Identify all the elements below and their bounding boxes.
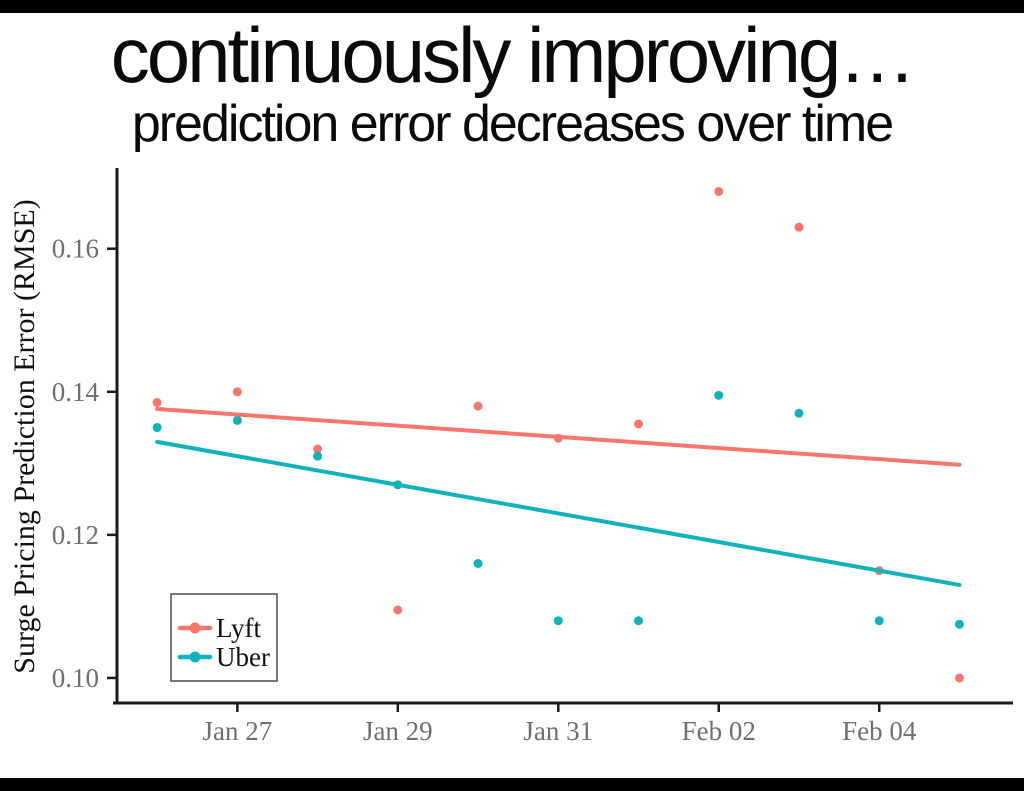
uber-data-point	[473, 558, 483, 568]
lyft-data-point	[714, 186, 724, 196]
lyft-data-point	[232, 387, 242, 397]
top-black-bar	[0, 0, 1024, 13]
lyft-trend-line	[155, 406, 962, 467]
uber-trend-line	[155, 439, 962, 587]
lyft-data-point	[393, 605, 403, 615]
x-tick-label: Jan 27	[202, 716, 272, 746]
uber-data-point	[553, 616, 563, 626]
legend-key-dot	[189, 651, 201, 663]
legend-box	[170, 593, 278, 682]
slide-title: continuously improving…	[110, 11, 916, 99]
y-tick-label: 0.12	[52, 520, 99, 550]
uber-data-point	[954, 619, 964, 629]
lyft-data-point	[152, 398, 162, 408]
y-tick-label: 0.10	[52, 663, 99, 693]
x-tick-label: Jan 29	[363, 716, 433, 746]
x-tick-label: Jan 31	[523, 716, 593, 746]
bottom-black-bar	[0, 778, 1024, 791]
legend-label: Uber	[216, 642, 270, 672]
slide-subtitle: prediction error decreases over time	[131, 95, 894, 153]
uber-data-point	[232, 415, 242, 425]
lyft-data-point	[313, 444, 323, 454]
lyft-data-point	[794, 222, 804, 232]
uber-data-point	[874, 616, 884, 626]
lyft-data-point	[954, 673, 964, 683]
lyft-data-point	[473, 401, 483, 411]
uber-data-point	[152, 423, 162, 433]
x-tick-label: Feb 04	[842, 716, 917, 746]
uber-data-point	[794, 408, 804, 418]
y-tick-label: 0.16	[52, 234, 99, 264]
x-tick-label: Feb 02	[682, 716, 756, 746]
y-tick-label: 0.14	[52, 377, 100, 407]
uber-data-point	[634, 616, 644, 626]
lyft-data-point	[634, 419, 644, 429]
uber-data-point	[714, 390, 724, 400]
legend-label: Lyft	[216, 613, 261, 643]
legend-key-dot	[189, 622, 201, 634]
y-axis-title: Surge Pricing Prediction Error (RMSE)	[8, 199, 41, 673]
uber-data-point	[313, 451, 323, 461]
